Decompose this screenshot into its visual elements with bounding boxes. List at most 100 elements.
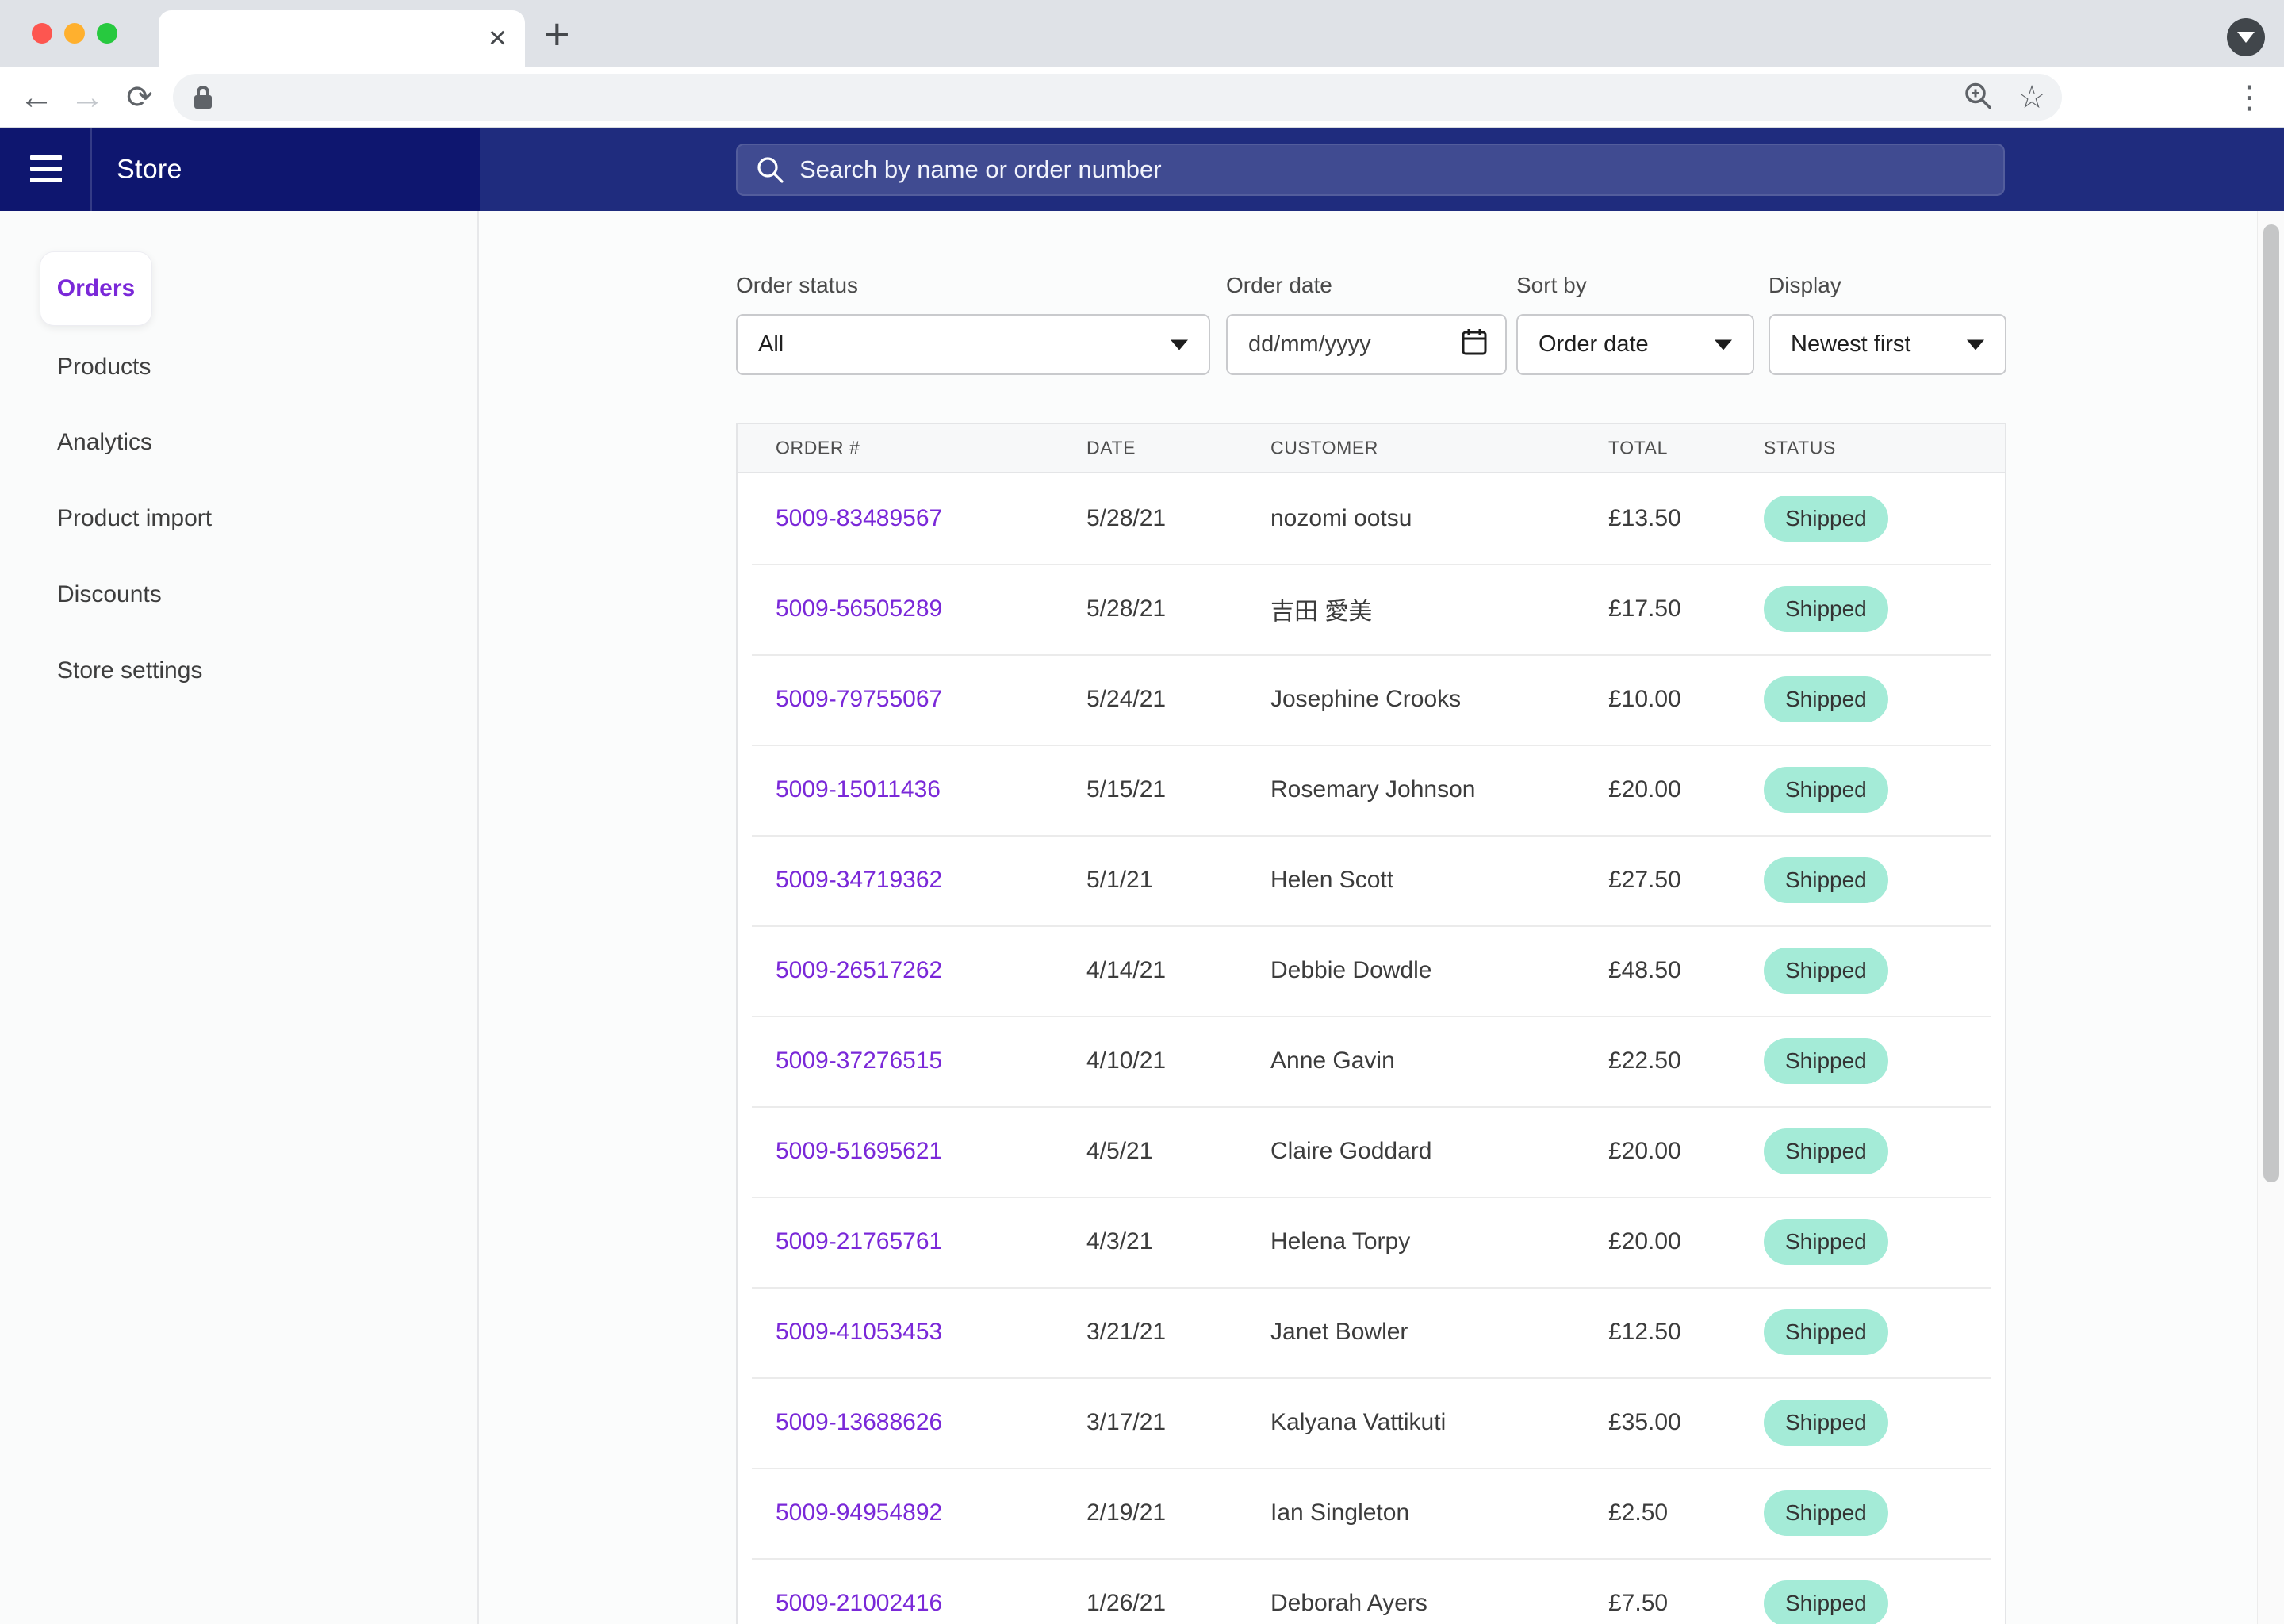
address-bar[interactable]: ☆ [173,74,2062,121]
table-row: 5009-34719362 5/1/21 Helen Scott £27.50 … [738,835,2005,925]
order-total-cell: £13.50 [1608,505,1681,531]
order-total-cell: £20.00 [1608,776,1681,802]
app-header: Store [0,128,2284,211]
customer-name-cell: Josephine Crooks [1270,686,1462,712]
chevron-down-icon [2237,32,2255,43]
tab-strip: ✕ + [0,0,2284,67]
sidebar-item-discounts[interactable]: Discounts [57,581,162,607]
orders-panel: Order status Order date Sort by Display … [481,211,2257,1624]
order-status-value: All [758,331,784,357]
header-divider [90,128,92,211]
orders-table: ORDER # DATE CUSTOMER TOTAL STATUS 5009-… [736,423,2006,1624]
status-badge: Shipped [1764,1580,1888,1624]
scrollbar-thumb[interactable] [2263,224,2279,1182]
sidebar-item-product-import[interactable]: Product import [57,505,213,531]
table-row: 5009-15011436 5/15/21 Rosemary Johnson £… [738,745,2005,835]
display-label: Display [1769,273,1841,297]
order-total-cell: £7.50 [1608,1590,1669,1616]
table-row: 5009-56505289 5/28/21 吉田 愛美 £17.50 Shipp… [738,564,2005,654]
dropdown-arrow-icon [1171,339,1188,350]
global-search[interactable] [736,144,2005,196]
order-number-link[interactable]: 5009-83489567 [776,505,943,531]
page-content: Orders Products Analytics Product import… [0,211,2257,1624]
customer-name-cell: Janet Bowler [1270,1319,1408,1345]
bookmark-star-icon[interactable]: ☆ [2018,79,2046,115]
order-number-link[interactable]: 5009-79755067 [776,686,943,712]
table-row: 5009-83489567 5/28/21 nozomi ootsu £13.5… [738,473,2005,564]
dropdown-arrow-icon [1967,339,1984,350]
status-badge: Shipped [1764,948,1888,994]
order-date-cell: 4/3/21 [1086,1228,1153,1254]
order-date-cell: 1/26/21 [1086,1590,1167,1616]
display-select[interactable]: Newest first [1769,314,2006,375]
tab-search-button[interactable] [2227,18,2265,56]
order-number-link[interactable]: 5009-94954892 [776,1500,943,1526]
sidebar-item-orders[interactable]: Orders [40,251,152,326]
order-number-link[interactable]: 5009-51695621 [776,1138,943,1164]
order-status-select[interactable]: All [736,314,1210,375]
order-number-link[interactable]: 5009-21002416 [776,1590,943,1616]
order-number-link[interactable]: 5009-21765761 [776,1228,943,1254]
order-date-cell: 3/17/21 [1086,1409,1167,1435]
sort-by-label: Sort by [1516,273,1587,297]
browser-menu-button[interactable]: ⋮ [2233,79,2265,115]
customer-name-cell: Ian Singleton [1270,1500,1410,1526]
customer-name-cell: Rosemary Johnson [1270,776,1476,802]
display-value: Newest first [1791,331,1911,357]
order-number-link[interactable]: 5009-13688626 [776,1409,943,1435]
table-row: 5009-26517262 4/14/21 Debbie Dowdle £48.… [738,925,2005,1016]
sidebar-item-store-settings[interactable]: Store settings [57,657,203,684]
order-date-cell: 4/5/21 [1086,1138,1153,1164]
order-date-label: Order date [1226,273,1332,297]
browser-tab[interactable]: ✕ [159,10,525,67]
minimize-window-button[interactable] [64,23,85,44]
close-icon[interactable]: ✕ [487,25,508,52]
customer-name-cell: nozomi ootsu [1270,505,1412,531]
table-row: 5009-94954892 2/19/21 Ian Singleton £2.5… [738,1468,2005,1558]
order-total-cell: £35.00 [1608,1409,1681,1435]
browser-toolbar: ← → ⟳ ☆ ⋮ [0,67,2284,128]
close-window-button[interactable] [32,23,52,44]
order-number-link[interactable]: 5009-37276515 [776,1048,943,1074]
back-button[interactable]: ← [19,77,54,117]
search-input[interactable] [799,155,1987,184]
order-number-link[interactable]: 5009-15011436 [776,776,941,802]
zoom-window-button[interactable] [97,23,117,44]
sidebar-item-products[interactable]: Products [57,354,151,380]
status-badge: Shipped [1764,857,1888,903]
lock-icon [192,84,214,115]
customer-name-cell: Deborah Ayers [1270,1590,1428,1616]
reload-button[interactable]: ⟳ [126,79,153,115]
forward-button[interactable]: → [70,77,105,117]
sort-by-select[interactable]: Order date [1516,314,1754,375]
order-number-link[interactable]: 5009-26517262 [776,957,943,983]
app-header-left: Store [0,128,480,211]
order-total-cell: £27.50 [1608,867,1681,893]
zoom-in-icon[interactable] [1962,79,1994,115]
order-date-cell: 2/19/21 [1086,1500,1167,1526]
hamburger-menu-icon[interactable] [30,155,62,184]
customer-name-cell: Claire Goddard [1270,1138,1432,1164]
status-badge: Shipped [1764,1038,1888,1084]
order-date-input[interactable]: dd/mm/yyyy [1226,314,1507,375]
column-header-customer: CUSTOMER [1270,437,1378,458]
order-number-link[interactable]: 5009-34719362 [776,867,943,893]
order-number-link[interactable]: 5009-41053453 [776,1319,943,1345]
order-total-cell: £22.50 [1608,1048,1681,1074]
order-total-cell: £12.50 [1608,1319,1681,1345]
customer-name-cell: Anne Gavin [1270,1048,1395,1074]
column-header-total: TOTAL [1608,437,1668,458]
order-status-label: Order status [736,273,859,297]
order-number-link[interactable]: 5009-56505289 [776,596,943,622]
table-row: 5009-79755067 5/24/21 Josephine Crooks £… [738,654,2005,745]
calendar-icon[interactable] [1461,327,1488,362]
sort-by-value: Order date [1539,331,1649,357]
page-scrollbar [2257,211,2284,1624]
column-header-status: STATUS [1764,437,1836,458]
order-date-cell: 5/28/21 [1086,596,1167,622]
new-tab-button[interactable]: + [544,9,570,59]
status-badge: Shipped [1764,676,1888,722]
sidebar-item-analytics[interactable]: Analytics [57,429,153,455]
status-badge: Shipped [1764,1128,1888,1174]
